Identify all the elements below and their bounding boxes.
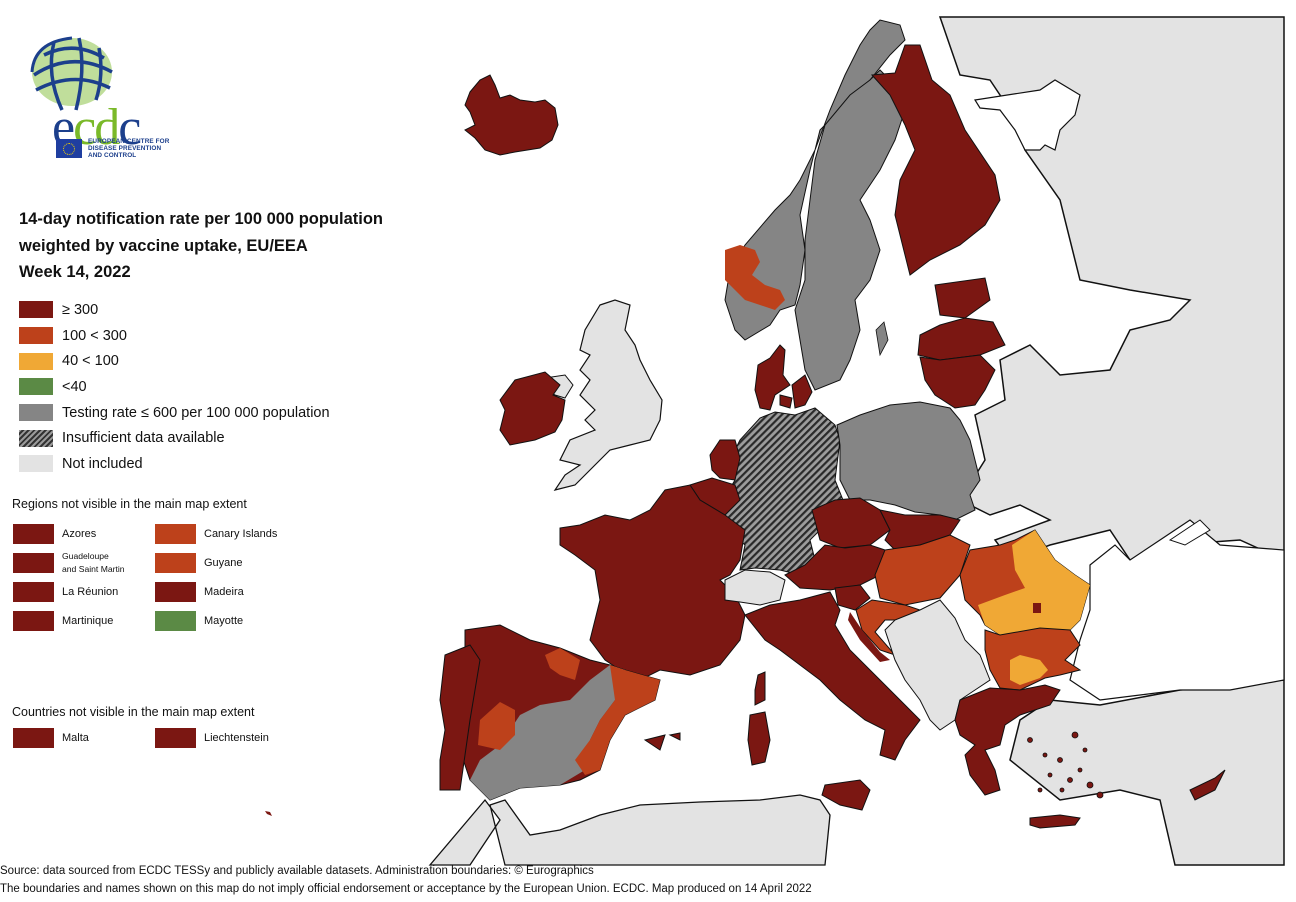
country-hungary — [874, 534, 971, 606]
ecdc-subtitle: EUROPEAN CENTRE FOR DISEASE PREVENTION A… — [56, 138, 169, 159]
country-italy — [744, 591, 921, 761]
region-romania-east — [978, 530, 1090, 635]
region-bucharest — [1033, 603, 1041, 613]
black-sea — [1069, 519, 1285, 701]
aegean-islands — [1027, 731, 1104, 799]
legend-item-ge300: ≥ 300 — [19, 297, 330, 323]
country-item-liechtenstein: Liechtenstein — [155, 728, 297, 748]
countries-not-visible-legend: Malta Liechtenstein — [13, 728, 297, 748]
ecdc-logo: ecdc EUROPEAN CENTRE FOR DISEASE PREVENT… — [24, 30, 174, 160]
country-latvia — [917, 317, 1006, 361]
legend-swatch — [19, 352, 53, 370]
legend-swatch — [19, 301, 53, 319]
ecdc-wordmark: ecdc — [52, 99, 141, 156]
country-greece — [954, 684, 1061, 796]
island-crete — [1029, 814, 1081, 829]
legend-swatch — [19, 455, 53, 473]
region-spain-low-testing — [470, 665, 625, 800]
region-bulgaria-sw — [1010, 655, 1048, 685]
region-navarra-rioja — [545, 648, 580, 680]
region-item-guyane: Guyane — [155, 553, 297, 573]
legend-item-lt40: <40 — [19, 374, 330, 400]
country-france — [559, 484, 746, 681]
legend-swatch — [13, 524, 54, 544]
region-extremadura — [478, 702, 515, 750]
country-portugal — [439, 644, 481, 791]
legend-swatch — [19, 404, 53, 422]
country-sweden — [794, 69, 906, 391]
disclaimer-note: The boundaries and names shown on this m… — [0, 883, 812, 895]
country-ireland — [499, 371, 566, 446]
country-slovenia — [834, 584, 871, 611]
country-denmark — [754, 344, 813, 411]
region-item-martinique: Martinique — [13, 611, 155, 631]
legend-item-100-300: 100 < 300 — [19, 323, 330, 349]
legend-swatch — [13, 582, 54, 602]
regions-not-visible-heading: Regions not visible in the main map exte… — [12, 497, 247, 511]
countries-not-visible-heading: Countries not visible in the main map ex… — [12, 705, 255, 719]
legend-swatch — [155, 728, 196, 748]
region-norway-west — [725, 245, 785, 310]
country-netherlands — [709, 439, 741, 481]
legend-swatch — [13, 553, 54, 573]
island-balearic — [643, 732, 681, 751]
legend-item-low-testing: Testing rate ≤ 600 per 100 000 populatio… — [19, 400, 330, 426]
map-title: 14-day notification rate per 100 000 pop… — [19, 210, 384, 281]
country-czechia — [811, 497, 891, 549]
legend-swatch — [13, 728, 54, 748]
country-lithuania — [919, 354, 996, 409]
legend-swatch-hatched — [19, 429, 53, 447]
country-estonia — [934, 277, 991, 319]
legend-item-not-included: Not included — [19, 451, 330, 477]
legend-item-insufficient: Insufficient data available — [19, 425, 330, 451]
eu-flag-icon — [56, 139, 82, 158]
regions-not-visible-legend: Azores Canary Islands Guadeloupe and Sai… — [13, 524, 297, 631]
island-corsica — [754, 671, 766, 706]
legend-swatch — [155, 524, 196, 544]
country-cyprus — [1189, 769, 1226, 801]
legend-swatch — [19, 327, 53, 345]
country-finland — [870, 44, 1001, 276]
region-item-madeira: Madeira — [155, 582, 297, 602]
legend-swatch — [155, 611, 196, 631]
region-item-mayotte: Mayotte — [155, 611, 297, 631]
legend-swatch — [13, 611, 54, 631]
country-iceland — [464, 74, 559, 156]
region-catalonia-valencia — [575, 665, 660, 775]
country-item-malta: Malta — [13, 728, 155, 748]
region-item-canary-islands: Canary Islands — [155, 524, 297, 544]
globe-icon — [30, 36, 113, 111]
legend-item-40-100: 40 < 100 — [19, 348, 330, 374]
white-sea — [974, 79, 1081, 151]
region-north-africa — [428, 794, 831, 866]
legend-swatch — [19, 378, 53, 396]
island-madeira — [265, 811, 272, 816]
country-uk — [553, 299, 663, 491]
region-item-azores: Azores — [13, 524, 155, 544]
country-croatia — [855, 599, 922, 657]
legend-swatch — [155, 582, 196, 602]
country-switzerland — [724, 569, 786, 606]
island-sardinia — [747, 711, 771, 766]
region-item-la-reunion: La Réunion — [13, 582, 155, 602]
legend-swatch — [155, 553, 196, 573]
region-item-guadeloupe: Guadeloupe and Saint Martin — [13, 551, 155, 574]
country-norway — [724, 19, 906, 341]
source-note: Source: data sourced from ECDC TESSy and… — [0, 865, 594, 877]
legend: ≥ 300 100 < 300 40 < 100 <40 Testing rat… — [19, 297, 330, 477]
island-sicily — [821, 779, 871, 811]
region-not-included-east — [938, 16, 1285, 866]
